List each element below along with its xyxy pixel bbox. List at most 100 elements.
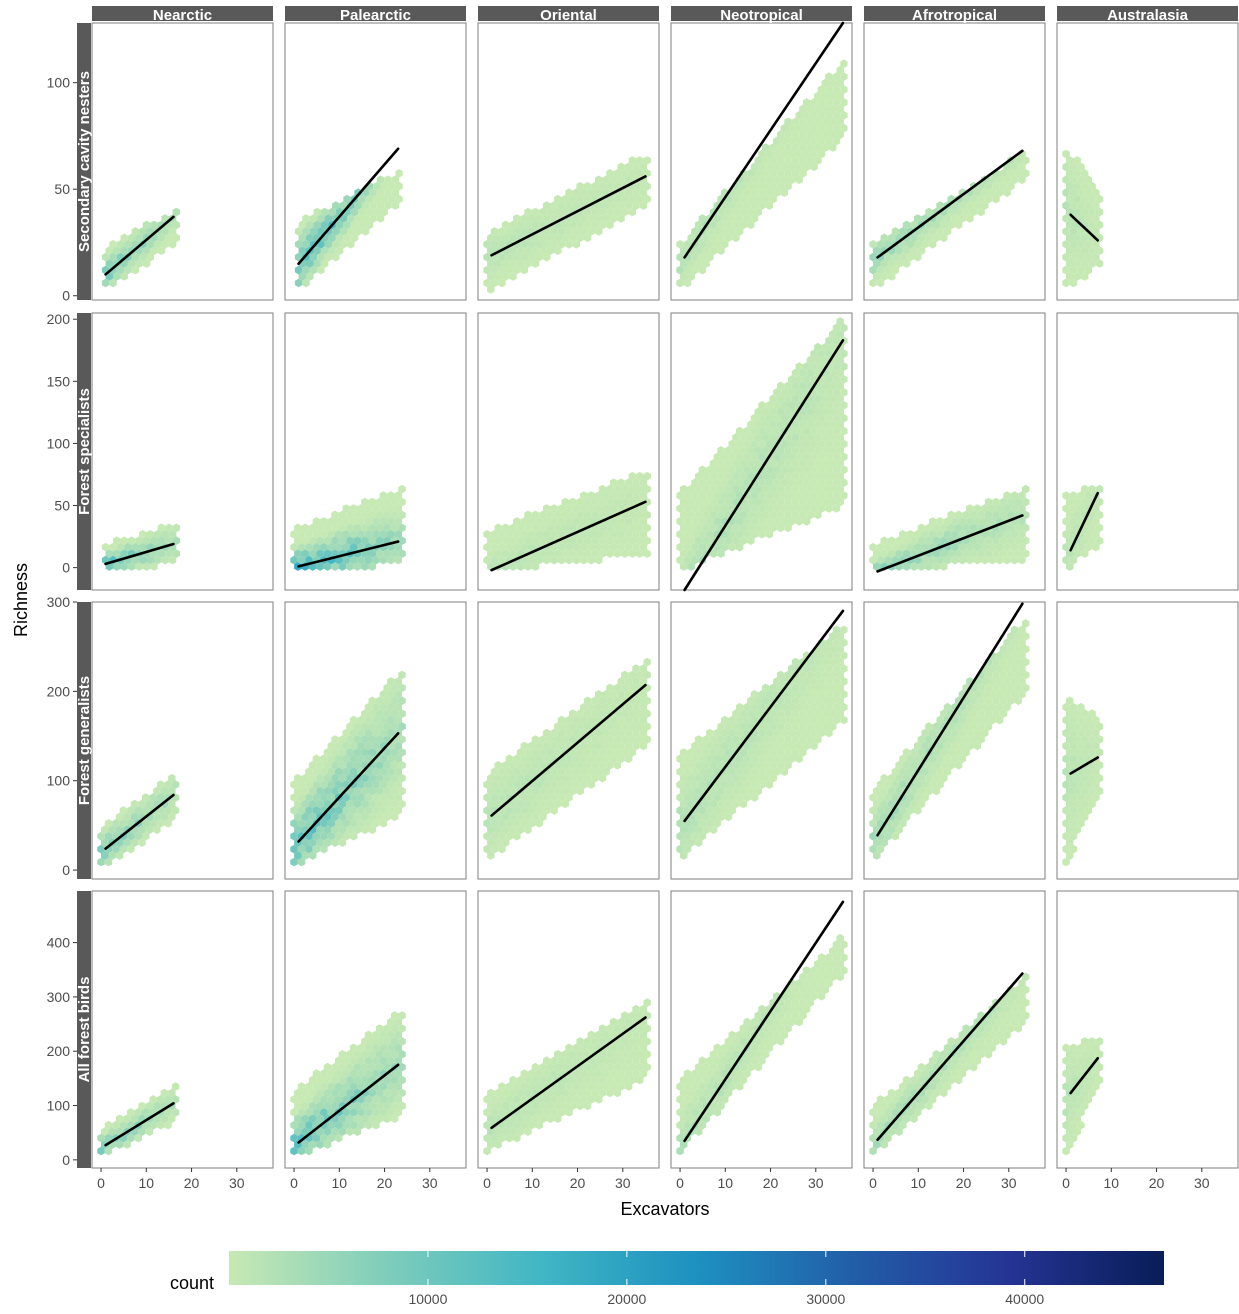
hexbin	[569, 549, 577, 558]
hexbin	[873, 549, 881, 558]
x-tick-label: 20	[1149, 1175, 1165, 1191]
hexbin	[702, 471, 710, 481]
hexbin	[384, 188, 392, 197]
hexbin	[698, 831, 707, 841]
hexbin	[368, 696, 376, 706]
hexbin	[1066, 220, 1074, 230]
fit-line-forest-specialists-neotropical	[683, 339, 845, 592]
hexbin	[124, 542, 132, 552]
hexbin	[539, 233, 547, 243]
hexbin	[732, 194, 740, 204]
fit-lines-layer	[104, 21, 1100, 1147]
hexbin	[817, 149, 826, 159]
hexbin	[869, 793, 877, 802]
hexbin	[127, 1108, 135, 1117]
hexbin	[810, 413, 818, 423]
hexbin	[320, 220, 329, 230]
hexbin	[706, 1108, 714, 1117]
hexbin	[694, 1075, 703, 1085]
hexbin	[561, 1101, 569, 1111]
hexbin	[1069, 1069, 1078, 1078]
hexbin	[1092, 214, 1100, 223]
hexbin	[394, 1043, 402, 1053]
hexbin	[940, 549, 948, 558]
hexbin	[294, 278, 303, 288]
hexbin	[806, 156, 815, 165]
hexbin	[606, 748, 614, 757]
hexbin	[951, 201, 959, 210]
hexbin	[1014, 632, 1022, 641]
hexbins-all-forest-birds-australasia	[1062, 1037, 1104, 1156]
hexbin	[394, 754, 402, 764]
hexbin	[335, 780, 343, 789]
hexbin	[309, 240, 318, 249]
hexbin	[806, 497, 815, 507]
hexbin	[580, 504, 588, 513]
hexbin	[709, 825, 718, 835]
hexbin	[788, 728, 796, 738]
hexbin	[691, 754, 699, 764]
hexbin	[743, 517, 751, 526]
hexbin	[591, 220, 599, 230]
hexbin	[130, 1114, 139, 1124]
hexbin	[398, 497, 406, 507]
hexbin	[691, 780, 699, 789]
hexbin	[1062, 793, 1070, 802]
hexbin	[758, 175, 766, 185]
hexbin	[372, 504, 380, 513]
hexbin	[795, 439, 803, 449]
hexbin	[795, 991, 803, 1001]
hexbin	[891, 1095, 900, 1104]
hexbin	[316, 1127, 324, 1136]
hexbin	[383, 786, 391, 796]
hexbin	[494, 1101, 502, 1111]
hexbin	[513, 517, 521, 526]
hexbin	[361, 562, 369, 571]
hexbin	[884, 780, 892, 789]
hexbin	[487, 536, 495, 545]
hexbin	[572, 201, 581, 210]
hexbin	[676, 555, 684, 565]
hexbin	[680, 523, 688, 533]
hexbin	[297, 555, 306, 565]
hexbin	[802, 677, 811, 686]
hexbin	[120, 246, 128, 255]
hexbin	[1088, 259, 1096, 268]
hexbin	[320, 831, 328, 841]
hexbin	[353, 1101, 362, 1111]
hexbin	[528, 1082, 536, 1091]
hexbin	[769, 181, 777, 191]
hexbin	[364, 754, 373, 764]
hexbin	[825, 664, 833, 673]
hexbin	[297, 793, 306, 802]
hexbin	[1092, 741, 1100, 751]
hexbin	[1080, 181, 1089, 191]
hexbin	[825, 401, 833, 410]
hexbin	[373, 194, 381, 204]
hexbin	[1003, 702, 1011, 712]
hexbin	[802, 664, 811, 673]
hexbin	[943, 728, 952, 738]
hexbin	[639, 715, 648, 725]
hexbin	[617, 201, 625, 210]
hexbin	[364, 767, 373, 776]
hexbin	[353, 1075, 362, 1085]
hexbin	[358, 194, 366, 204]
hexbin	[483, 1095, 491, 1104]
hexbin	[357, 555, 365, 565]
hexbin	[569, 220, 577, 230]
hexbin	[1007, 1024, 1015, 1033]
hexbin	[762, 484, 770, 494]
hexbin	[1077, 715, 1085, 725]
hexbin	[958, 728, 967, 738]
hexbin	[301, 799, 309, 809]
hexbin	[528, 819, 536, 828]
hexbin	[108, 825, 116, 835]
hexbin	[531, 812, 540, 822]
hexbin	[914, 780, 922, 789]
hexbin	[643, 523, 651, 533]
hexbin	[762, 497, 770, 507]
hexbin	[732, 1075, 740, 1085]
hexbin	[602, 201, 610, 210]
hexbin	[698, 806, 707, 815]
